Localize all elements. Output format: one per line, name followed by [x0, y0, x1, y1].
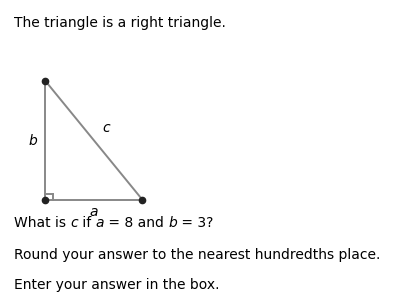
Text: c: c: [103, 121, 111, 134]
Text: b: b: [168, 216, 177, 230]
Text: b: b: [28, 134, 37, 148]
Text: a: a: [90, 205, 98, 218]
Text: c: c: [70, 216, 78, 230]
Text: = 3?: = 3?: [177, 216, 213, 230]
Text: What is: What is: [14, 216, 70, 230]
Text: Enter your answer in the box.: Enter your answer in the box.: [14, 278, 219, 292]
Text: a: a: [96, 216, 104, 230]
Text: The triangle is a right triangle.: The triangle is a right triangle.: [14, 16, 226, 31]
Text: if: if: [78, 216, 96, 230]
Text: Round your answer to the nearest hundredths place.: Round your answer to the nearest hundred…: [14, 248, 380, 262]
Text: = 8 and: = 8 and: [104, 216, 168, 230]
